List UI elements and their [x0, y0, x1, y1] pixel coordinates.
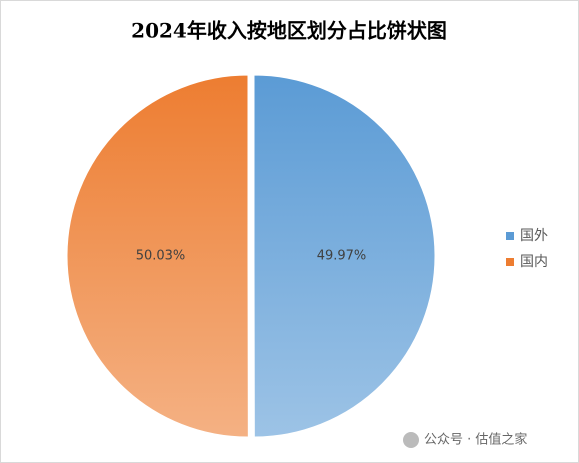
watermark: 公众号 · 估值之家 [403, 432, 527, 448]
legend-label: 国外 [520, 228, 548, 244]
data-label: 49.97% [317, 248, 367, 263]
pie-slice [253, 74, 436, 438]
chart-title: 2024年收入按地区划分占比饼状图 [131, 19, 447, 43]
legend-label: 国内 [520, 254, 548, 270]
legend-swatch [506, 258, 514, 266]
legend-swatch [506, 232, 514, 240]
watermark-text: 公众号 · 估值之家 [424, 432, 527, 448]
data-label: 50.03% [136, 249, 186, 264]
watermark-icon [403, 432, 419, 448]
pie-slice [66, 74, 249, 438]
